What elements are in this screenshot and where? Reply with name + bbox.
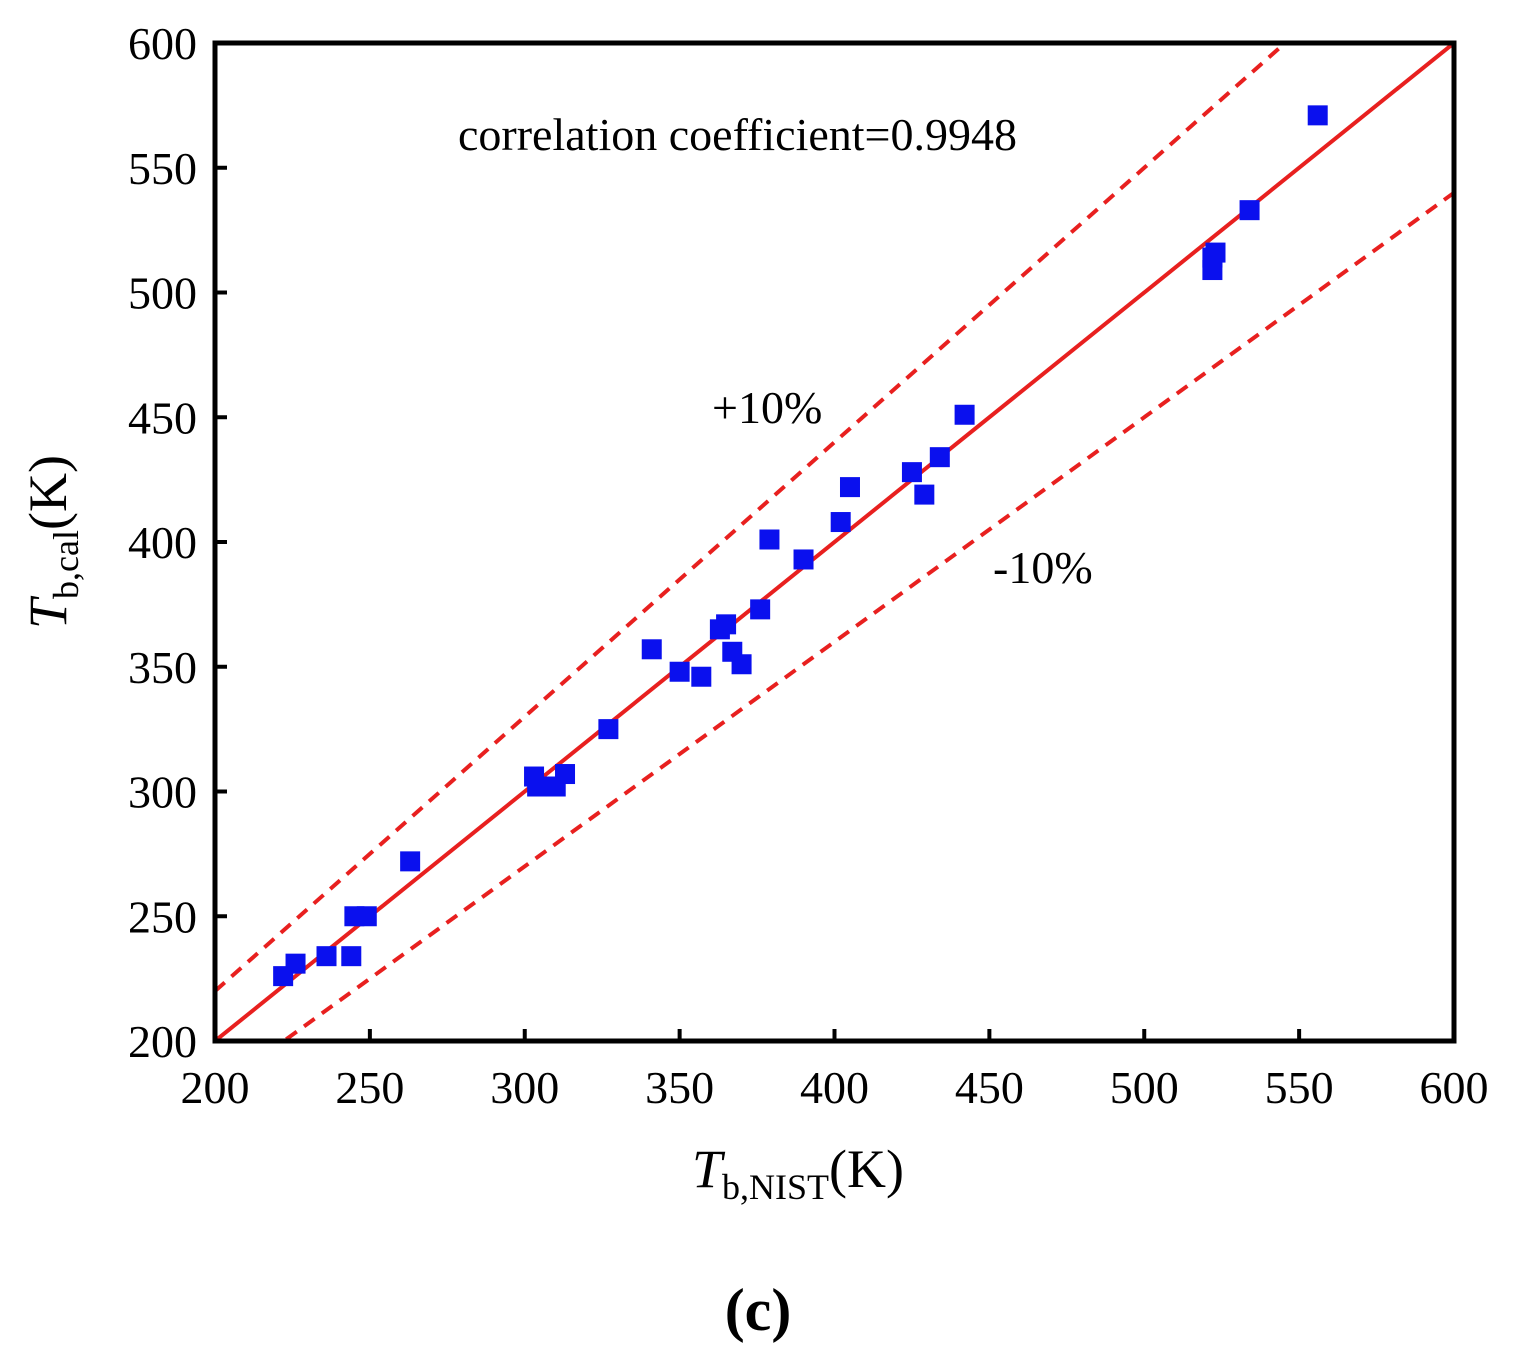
x-tick-label: 550 — [1265, 1062, 1334, 1113]
x-tick-label: 600 — [1420, 1062, 1489, 1113]
y-tick-label: 600 — [128, 18, 197, 69]
x-axis-unit: (K) — [829, 1139, 904, 1199]
y-tick-label: 300 — [128, 767, 197, 818]
y-tick-label: 200 — [128, 1016, 197, 1067]
reference-line-10 — [280, 191, 1454, 1041]
data-point — [839, 477, 860, 498]
x-tick-label: 450 — [955, 1062, 1024, 1113]
data-point — [1205, 242, 1226, 263]
data-point — [954, 404, 975, 425]
y-tick-label: 250 — [128, 891, 197, 942]
data-point — [716, 614, 737, 635]
data-point — [901, 462, 922, 483]
data-point — [641, 639, 662, 660]
data-point — [731, 654, 752, 675]
data-point — [1307, 105, 1328, 126]
plus-10-percent-label: +10% — [712, 382, 822, 433]
data-point — [750, 599, 771, 620]
panel-label: (c) — [725, 1277, 792, 1343]
x-axis-title: Tb,NIST(K) — [692, 1139, 904, 1207]
data-point — [793, 549, 814, 570]
data-point — [1239, 200, 1260, 221]
data-point — [830, 512, 851, 533]
y-axis-subscript: b,cal — [46, 530, 86, 599]
x-axis-subscript: b,NIST — [722, 1167, 829, 1207]
reference-line-10 — [215, 43, 1289, 993]
x-tick-label: 200 — [181, 1062, 250, 1113]
data-point — [341, 946, 362, 967]
reference-line-y-x — [215, 43, 1454, 1041]
y-tick-label: 350 — [128, 642, 197, 693]
reference-lines — [215, 43, 1454, 1041]
y-tick-label: 450 — [128, 392, 197, 443]
axis-ticks: 200 250 300 350 400 450 500 550 600 200 250 300 350 4… — [128, 18, 1489, 1113]
x-tick-label: 300 — [490, 1062, 559, 1113]
minus-10-percent-label: -10% — [993, 542, 1093, 593]
data-point — [555, 764, 576, 785]
correlation-annotation: correlation coefficient=0.9948 — [458, 109, 1017, 160]
data-point — [598, 719, 619, 740]
data-point — [356, 906, 377, 927]
data-point — [400, 851, 421, 872]
data-points — [273, 105, 1328, 987]
data-point — [929, 447, 950, 468]
y-axis-title: Tb,cal(K) — [18, 455, 86, 629]
y-tick-label: 550 — [128, 143, 197, 194]
data-point — [527, 776, 548, 797]
x-tick-label: 350 — [645, 1062, 714, 1113]
x-tick-label: 500 — [1110, 1062, 1179, 1113]
data-point — [914, 484, 935, 505]
x-axis-symbol: T — [692, 1139, 726, 1199]
y-axis-unit: (K) — [18, 455, 78, 530]
data-point — [285, 953, 306, 974]
x-tick-label: 400 — [800, 1062, 869, 1113]
data-point — [759, 529, 780, 550]
data-point — [669, 661, 690, 682]
y-tick-label: 500 — [128, 268, 197, 319]
data-point — [316, 946, 337, 967]
data-point — [691, 666, 712, 687]
x-tick-label: 250 — [335, 1062, 404, 1113]
y-tick-label: 400 — [128, 517, 197, 568]
y-axis-symbol: T — [18, 595, 78, 629]
